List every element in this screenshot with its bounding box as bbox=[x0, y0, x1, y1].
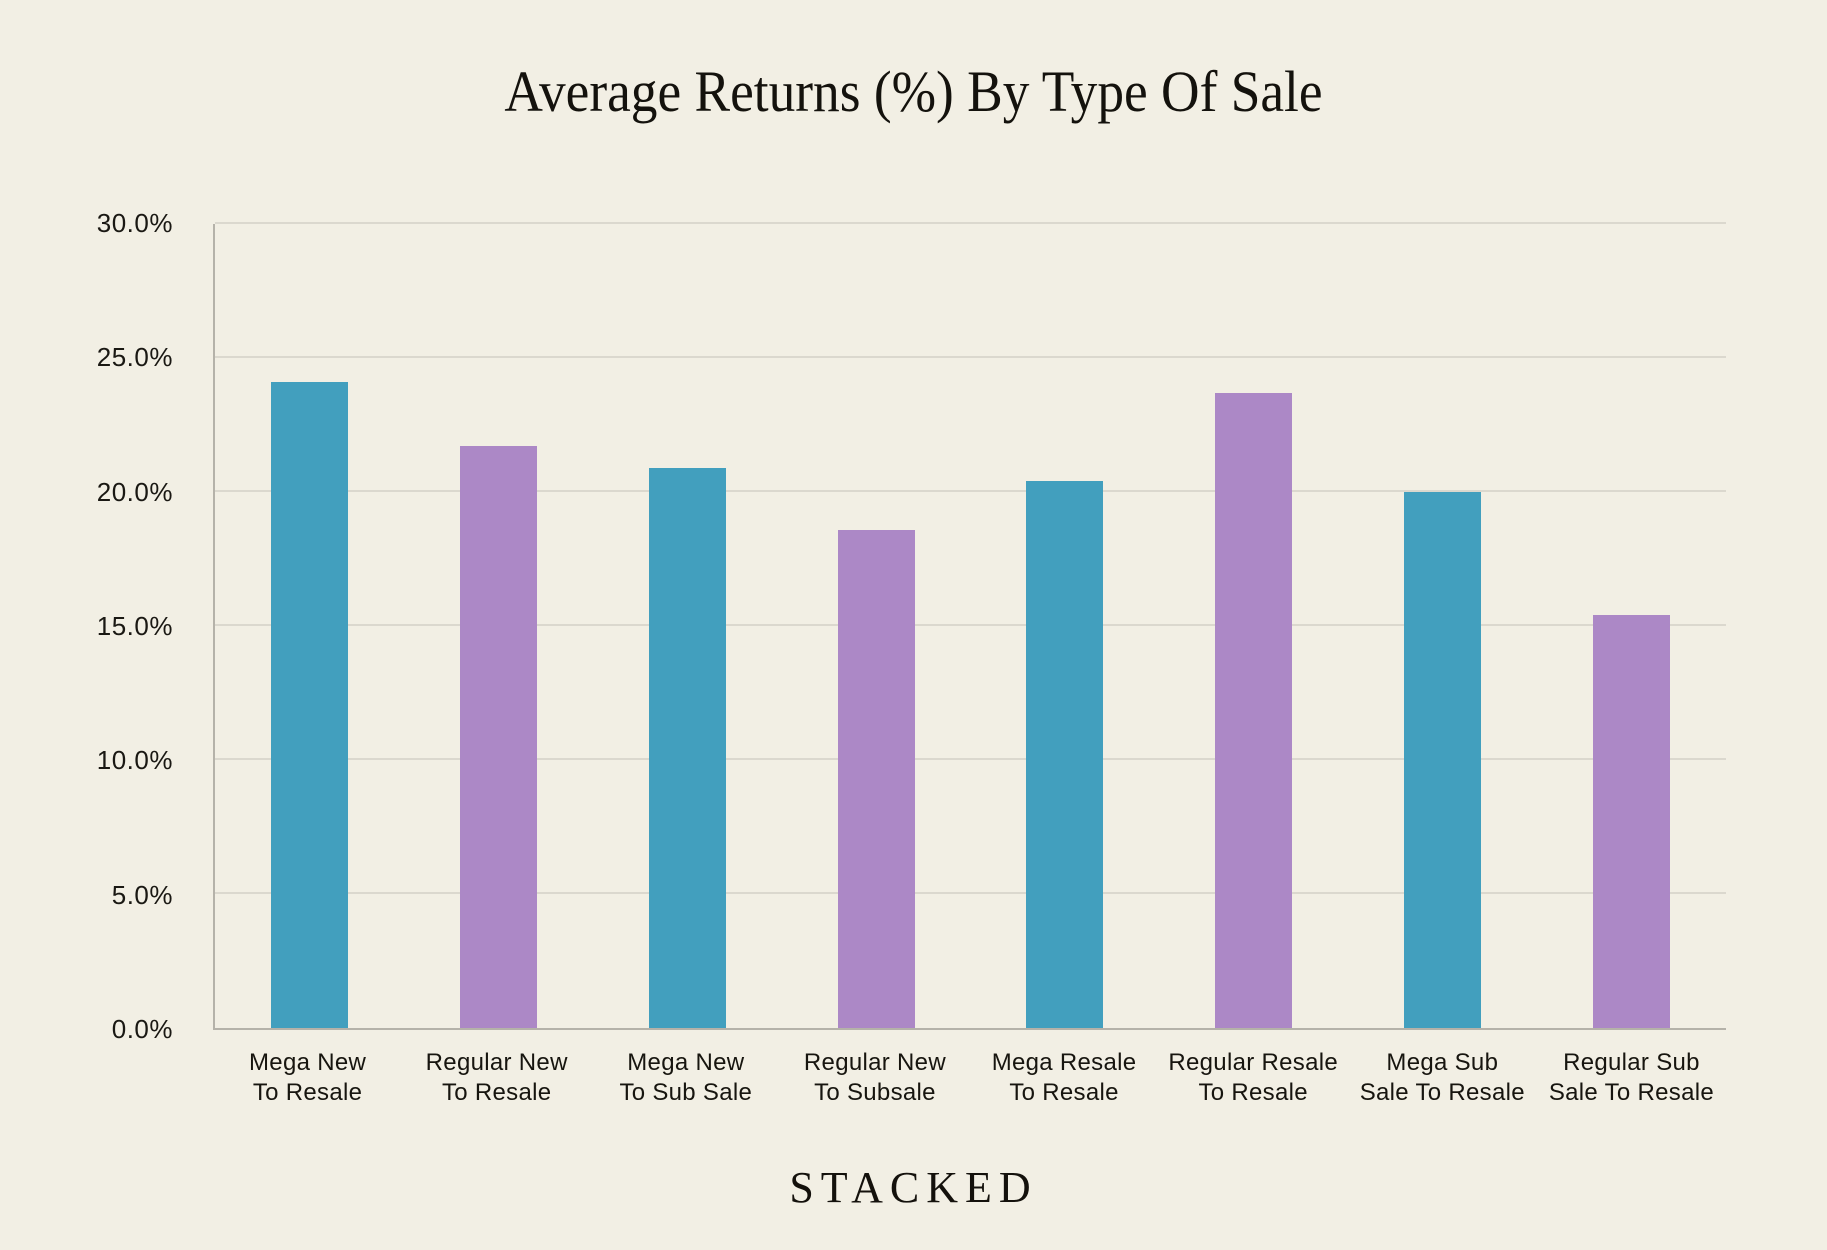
bar-mega-resale-to-resale bbox=[1026, 481, 1104, 1028]
x-tick-label-8: Regular Sub Sale To Resale bbox=[1548, 1049, 1715, 1106]
y-tick-label-25: 25.0% bbox=[96, 342, 173, 373]
x-tick-label-6: Regular Resale To Resale bbox=[1168, 1049, 1338, 1106]
y-tick-label-5: 5.0% bbox=[111, 879, 173, 910]
y-tick-label-15: 15.0% bbox=[96, 611, 173, 641]
bar-regular-sub-sale-to-resale bbox=[1593, 615, 1671, 1028]
y-tick-label-30: 30.0% bbox=[96, 208, 173, 238]
gridline-30 bbox=[215, 222, 1726, 224]
bar-slot bbox=[1348, 224, 1537, 1028]
bar-slot bbox=[782, 224, 971, 1028]
y-tick-label-20: 20.0% bbox=[96, 476, 173, 507]
bar-slot bbox=[1537, 224, 1726, 1028]
gridline-5 bbox=[215, 892, 1726, 895]
bar-mega-sub-sale-to-resale bbox=[1404, 492, 1482, 1028]
x-tick-label-5: Mega Resale To Resale bbox=[991, 1049, 1137, 1106]
x-tick-label-7: Mega Sub Sale To Resale bbox=[1359, 1049, 1525, 1106]
gridline-25 bbox=[215, 356, 1726, 358]
bar-regular-resale-to-resale bbox=[1215, 392, 1293, 1028]
bar-slot bbox=[593, 224, 782, 1028]
x-tick-label-2: Regular New To Resale bbox=[425, 1049, 568, 1106]
bar-mega-new-to-resale bbox=[270, 382, 348, 1028]
bar-slot bbox=[404, 224, 593, 1028]
y-tick-label-0: 0.0% bbox=[111, 1014, 173, 1044]
gridline-10 bbox=[215, 758, 1726, 761]
y-axis-labels: 0.0% 5.0% 10.0% 15.0% 20.0% 25.0% 30.0% bbox=[0, 208, 198, 1044]
bar-slot bbox=[215, 224, 404, 1028]
chart-title: Average Returns (%) By Type Of Sale bbox=[504, 59, 1323, 124]
footer-brand-logo: STACKED bbox=[789, 1163, 1038, 1212]
x-tick-label-1: Mega New To Resale bbox=[249, 1049, 367, 1106]
x-axis-labels: Mega New To Resale Regular New To Resale Meg… bbox=[213, 1048, 1726, 1108]
bars-row bbox=[215, 224, 1726, 1028]
plot-area bbox=[213, 222, 1726, 1030]
gridline-15 bbox=[215, 624, 1726, 626]
bar-mega-new-to-sub-sale bbox=[648, 467, 726, 1028]
x-tick-label-4: Regular New To Subsale bbox=[803, 1049, 946, 1106]
bar-regular-new-to-subsale bbox=[837, 529, 915, 1028]
bar-slot bbox=[1159, 224, 1348, 1028]
x-tick-label-3: Mega New To Sub Sale bbox=[619, 1049, 753, 1106]
gridline-20 bbox=[215, 490, 1726, 493]
y-tick-label-10: 10.0% bbox=[96, 745, 173, 776]
bar-regular-new-to-resale bbox=[459, 446, 537, 1028]
bar-slot bbox=[971, 224, 1160, 1028]
